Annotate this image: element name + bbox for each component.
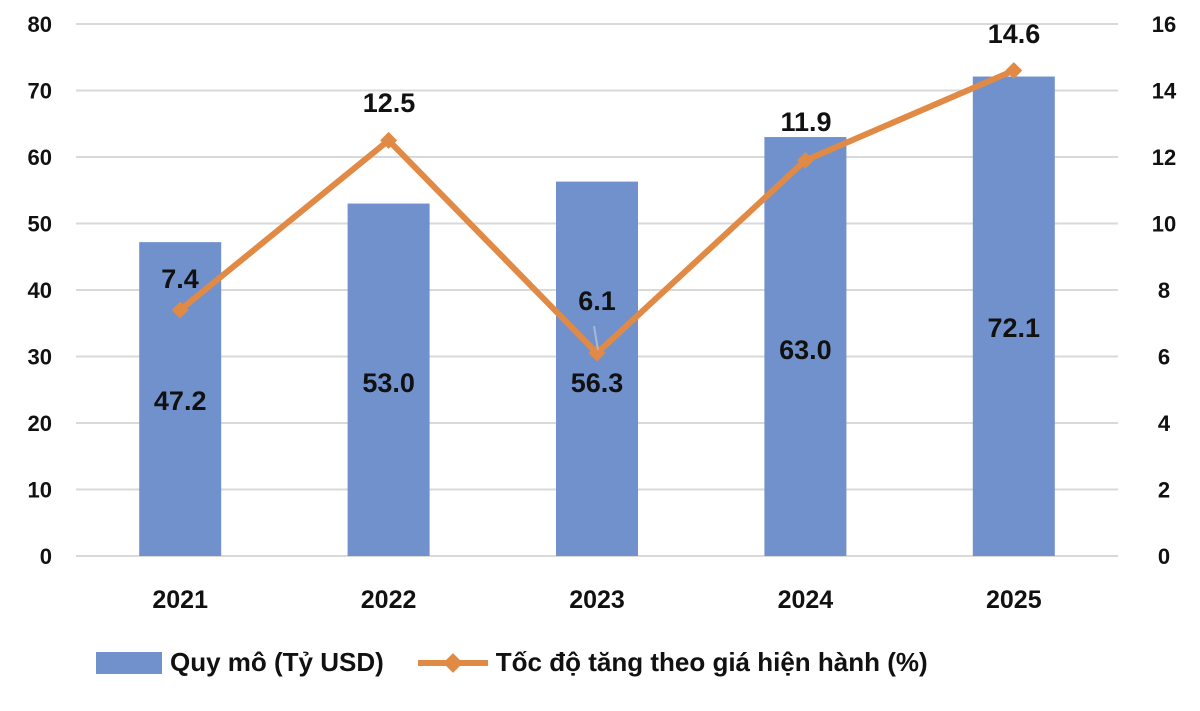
legend-item-bar: Quy mô (Tỷ USD): [96, 647, 384, 678]
bar: [347, 203, 430, 557]
right-tick-label: 12: [1152, 145, 1176, 170]
bar: [556, 181, 638, 557]
line-value-label: 7.4: [161, 264, 199, 294]
left-tick-label: 0: [40, 544, 52, 569]
bar-data-labels: 47.2 53.0 56.3 63.0 72.1: [154, 313, 1040, 416]
line-value-label: 12.5: [363, 88, 416, 118]
left-tick-label: 40: [28, 278, 52, 303]
legend-bar-label: Quy mô (Tỷ USD): [170, 647, 384, 677]
line-value-label: 14.6: [988, 19, 1041, 49]
x-category-label: 2022: [361, 586, 417, 614]
combo-chart: 0 10 20 30 40 50 60 70 80 0 2 4 6 8 10 12 14 16 47.2 53.0…: [28, 12, 1177, 614]
x-axis-labels: 2021 2022 2023 2024 2025: [152, 586, 1041, 614]
bar-swatch-icon: [96, 651, 162, 674]
line-diamond-swatch-icon: [417, 652, 488, 674]
line-data-labels: 7.4 12.5 6.1 11.9 14.6: [161, 19, 1041, 351]
line-marker: [796, 151, 814, 169]
bar-value-label: 53.0: [362, 368, 415, 398]
line-marker: [171, 301, 189, 319]
bar-value-label: 47.2: [154, 386, 207, 416]
line-value-label: 6.1: [578, 286, 616, 316]
x-category-label: 2021: [152, 586, 208, 614]
bar: [972, 76, 1055, 556]
x-category-label: 2023: [569, 586, 625, 614]
left-tick-label: 70: [28, 79, 52, 104]
line-marker: [1005, 62, 1023, 80]
leader-line: [593, 325, 599, 351]
left-tick-label: 30: [28, 345, 52, 370]
right-tick-label: 6: [1158, 345, 1170, 370]
legend-line-label: Tốc độ tăng theo giá hiện hành (%): [495, 647, 928, 677]
left-tick-label: 60: [28, 145, 52, 170]
bar-value-label: 63.0: [779, 335, 832, 365]
line-marker: [380, 131, 398, 149]
right-y-axis-ticks: 0 2 4 6 8 10 12 14 16: [1152, 12, 1177, 569]
left-tick-label: 80: [28, 12, 52, 37]
x-category-label: 2024: [778, 586, 834, 614]
right-tick-label: 2: [1158, 478, 1170, 503]
bar: [139, 242, 222, 556]
line-value-label: 11.9: [780, 107, 831, 137]
left-tick-label: 20: [28, 411, 52, 436]
legend: Quy mô (Tỷ USD) Tốc độ tăng theo giá hiệ…: [96, 647, 962, 678]
right-tick-label: 16: [1152, 12, 1176, 37]
left-y-axis-ticks: 0 10 20 30 40 50 60 70 80: [28, 12, 52, 569]
left-tick-label: 50: [28, 212, 52, 237]
bar-value-label: 56.3: [571, 368, 624, 398]
right-tick-label: 8: [1158, 278, 1170, 303]
bar-value-label: 72.1: [988, 313, 1041, 343]
left-tick-label: 10: [28, 478, 52, 503]
right-tick-label: 4: [1158, 411, 1171, 436]
line-series: [171, 62, 1023, 362]
right-tick-label: 0: [1158, 544, 1170, 569]
bar: [764, 137, 847, 557]
right-tick-label: 14: [1152, 79, 1177, 104]
legend-item-line: Tốc độ tăng theo giá hiện hành (%): [417, 647, 928, 678]
line-marker: [588, 344, 606, 362]
x-category-label: 2025: [986, 586, 1042, 614]
bar-series: [139, 76, 1055, 557]
right-tick-label: 10: [1152, 212, 1176, 237]
